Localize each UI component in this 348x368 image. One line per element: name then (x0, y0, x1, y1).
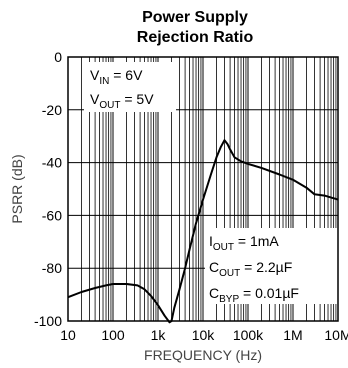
x-tick-label: 100k (233, 327, 264, 343)
x-tick-label: 100 (101, 327, 125, 343)
tick-labels: 10 100 1k 10k 100k 1M 10M 0 -20 -40 -60 -80 -100 (34, 49, 348, 343)
chart-subtitle: Rejection Ratio (137, 29, 254, 46)
x-tick-label: 1k (151, 327, 167, 343)
x-tick-label: 1M (283, 327, 302, 343)
annotation-box-iout-cout-cbyp (205, 228, 338, 304)
y-tick-label: 0 (54, 49, 62, 65)
annotation-box-vin-vout (84, 62, 176, 112)
x-tick-label: 10k (192, 327, 216, 343)
annotation-label: CBYP = 0.01µF (209, 285, 299, 305)
series-layer (67, 139, 339, 324)
annotation-label: VOUT = 5V (90, 91, 154, 111)
x-tick-label: 10M (324, 327, 348, 343)
y-tick-label: -60 (42, 207, 62, 223)
y-tick-label: -20 (42, 102, 62, 118)
x-tick-label: 10 (60, 327, 76, 343)
annotation-label: VIN = 6V (90, 67, 143, 87)
psrr-series-line (67, 139, 339, 324)
annotation-label: COUT = 2.2µF (209, 259, 292, 279)
y-tick-label: -100 (34, 313, 62, 329)
annotation-label: IOUT = 1mA (209, 233, 279, 253)
y-tick-label: -80 (42, 260, 62, 276)
x-axis-label: FREQUENCY (Hz) (144, 347, 262, 363)
y-tick-label: -40 (42, 155, 62, 171)
annotations: VIN = 6V VOUT = 5V IOUT = 1mA COUT = 2.2µF C… (90, 67, 299, 305)
y-axis-label: PSRR (dB) (9, 154, 25, 223)
chart-title: Power Supply (142, 9, 248, 26)
plot-frame (67, 56, 339, 322)
